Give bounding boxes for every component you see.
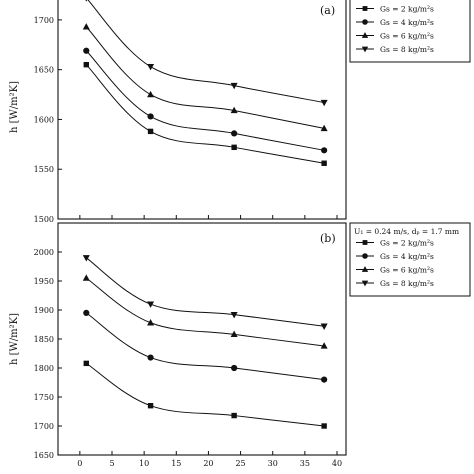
data-point bbox=[83, 309, 90, 316]
data-point bbox=[82, 255, 90, 262]
panel-b: 1650 1700 1750 1800 1850 1900 1950 2000 0 5 10 15 20… bbox=[9, 222, 471, 468]
x-tick-label: 5 bbox=[109, 459, 114, 468]
x-tick-label: 35 bbox=[300, 459, 310, 468]
data-point bbox=[321, 147, 328, 154]
data-point bbox=[230, 311, 238, 319]
panel-a: 1500 1550 1600 1650 1700 h [W/m²K] Gs = 2 kg/m… bbox=[9, 0, 471, 224]
data-point bbox=[230, 82, 238, 90]
annotation: U₁ = 0.24 m/s, dₚ = 1.7 mm bbox=[354, 227, 459, 236]
data-point bbox=[85, 0, 88, 2]
y-tick-label: 1950 bbox=[34, 277, 54, 286]
x-tick-label: 30 bbox=[268, 459, 278, 468]
legend-label: Gs = 2 kg/m²s bbox=[380, 239, 434, 248]
series-line bbox=[85, 257, 325, 327]
x-tick-label: 20 bbox=[203, 459, 213, 468]
legend-marker bbox=[362, 240, 368, 245]
data-point bbox=[83, 47, 90, 54]
y-tick-label: 1700 bbox=[34, 422, 54, 431]
data-point bbox=[231, 364, 238, 372]
panel-label: (a) bbox=[320, 4, 335, 17]
data-point bbox=[320, 342, 328, 349]
panel-label: (b) bbox=[320, 232, 336, 245]
legend-marker bbox=[362, 253, 368, 259]
data-point bbox=[320, 323, 328, 330]
y-tick-label: 1750 bbox=[34, 393, 54, 402]
legend-label: Gs = 6 kg/m²s bbox=[380, 32, 434, 41]
series-line bbox=[86, 277, 325, 347]
data-point bbox=[147, 90, 155, 98]
legend: U₁ = 0.24 m/s, dₚ = 1.7 mm Gs = 2 kg/m²s G… bbox=[349, 222, 471, 297]
series-line bbox=[85, 64, 325, 164]
data-point bbox=[147, 301, 155, 308]
legend-box bbox=[349, 0, 471, 63]
series-line bbox=[86, 362, 325, 427]
y-tick-label: 1650 bbox=[34, 451, 54, 460]
plot-frame bbox=[57, 222, 347, 456]
series-line bbox=[85, 50, 325, 151]
y-tick-label: 1550 bbox=[34, 165, 54, 174]
data-point bbox=[82, 23, 90, 30]
data-point bbox=[321, 376, 328, 383]
y-tick-label: 1850 bbox=[34, 335, 54, 344]
data-point bbox=[230, 106, 238, 114]
y-axis-label: h [W/m²K] bbox=[9, 81, 20, 133]
data-point bbox=[147, 319, 155, 326]
legend-marker bbox=[361, 46, 369, 53]
legend-marker bbox=[361, 32, 369, 38]
y-tick-label: 2000 bbox=[34, 248, 54, 257]
data-point bbox=[321, 423, 327, 429]
x-tick-label: 0 bbox=[77, 459, 82, 468]
legend-box bbox=[349, 222, 471, 297]
data-point bbox=[320, 124, 328, 132]
y-tick-label: 1700 bbox=[34, 16, 54, 25]
legend-label: Gs = 8 kg/m²s bbox=[380, 279, 434, 288]
x-tick-label: 15 bbox=[171, 459, 181, 468]
series-line bbox=[87, 0, 325, 104]
data-point bbox=[231, 144, 237, 151]
series-line bbox=[86, 312, 325, 381]
y-tick-label: 1600 bbox=[34, 115, 54, 124]
legend-label: Gs = 4 kg/m²s bbox=[380, 18, 434, 27]
y-tick-label: 1500 bbox=[34, 215, 54, 224]
y-tick-label: 1650 bbox=[34, 66, 54, 75]
plot-frame bbox=[57, 0, 347, 220]
data-point bbox=[147, 128, 154, 135]
x-tick-label: 25 bbox=[235, 459, 245, 468]
data-point bbox=[320, 99, 328, 107]
data-point bbox=[147, 63, 155, 71]
data-point bbox=[147, 354, 154, 361]
x-tick-label: 10 bbox=[139, 459, 149, 468]
legend: Gs = 2 kg/m²s Gs = 4 kg/m²s Gs = 6 kg/m²s G… bbox=[349, 0, 471, 63]
legend-marker bbox=[361, 280, 369, 287]
data-point bbox=[147, 403, 154, 409]
legend-marker bbox=[362, 19, 368, 25]
y-tick-label: 1800 bbox=[34, 364, 54, 373]
y-axis-label: h [W/m²K] bbox=[9, 313, 20, 365]
y-tick-label: 1900 bbox=[34, 306, 54, 315]
data-point bbox=[321, 160, 327, 166]
data-point bbox=[147, 113, 154, 120]
legend-marker bbox=[361, 266, 369, 272]
legend-label: Gs = 2 kg/m²s bbox=[380, 5, 434, 14]
data-point bbox=[231, 412, 237, 419]
legend-marker bbox=[362, 6, 368, 11]
data-point bbox=[83, 61, 89, 68]
data-point bbox=[230, 330, 238, 338]
legend-label: Gs = 8 kg/m²s bbox=[380, 45, 434, 54]
legend-label: Gs = 6 kg/m²s bbox=[380, 266, 434, 275]
legend-label: Gs = 4 kg/m²s bbox=[380, 252, 434, 261]
data-point bbox=[83, 360, 89, 367]
series-line bbox=[85, 26, 325, 129]
data-point bbox=[82, 274, 90, 281]
data-point bbox=[231, 130, 238, 137]
x-tick-label: 40 bbox=[332, 459, 342, 468]
